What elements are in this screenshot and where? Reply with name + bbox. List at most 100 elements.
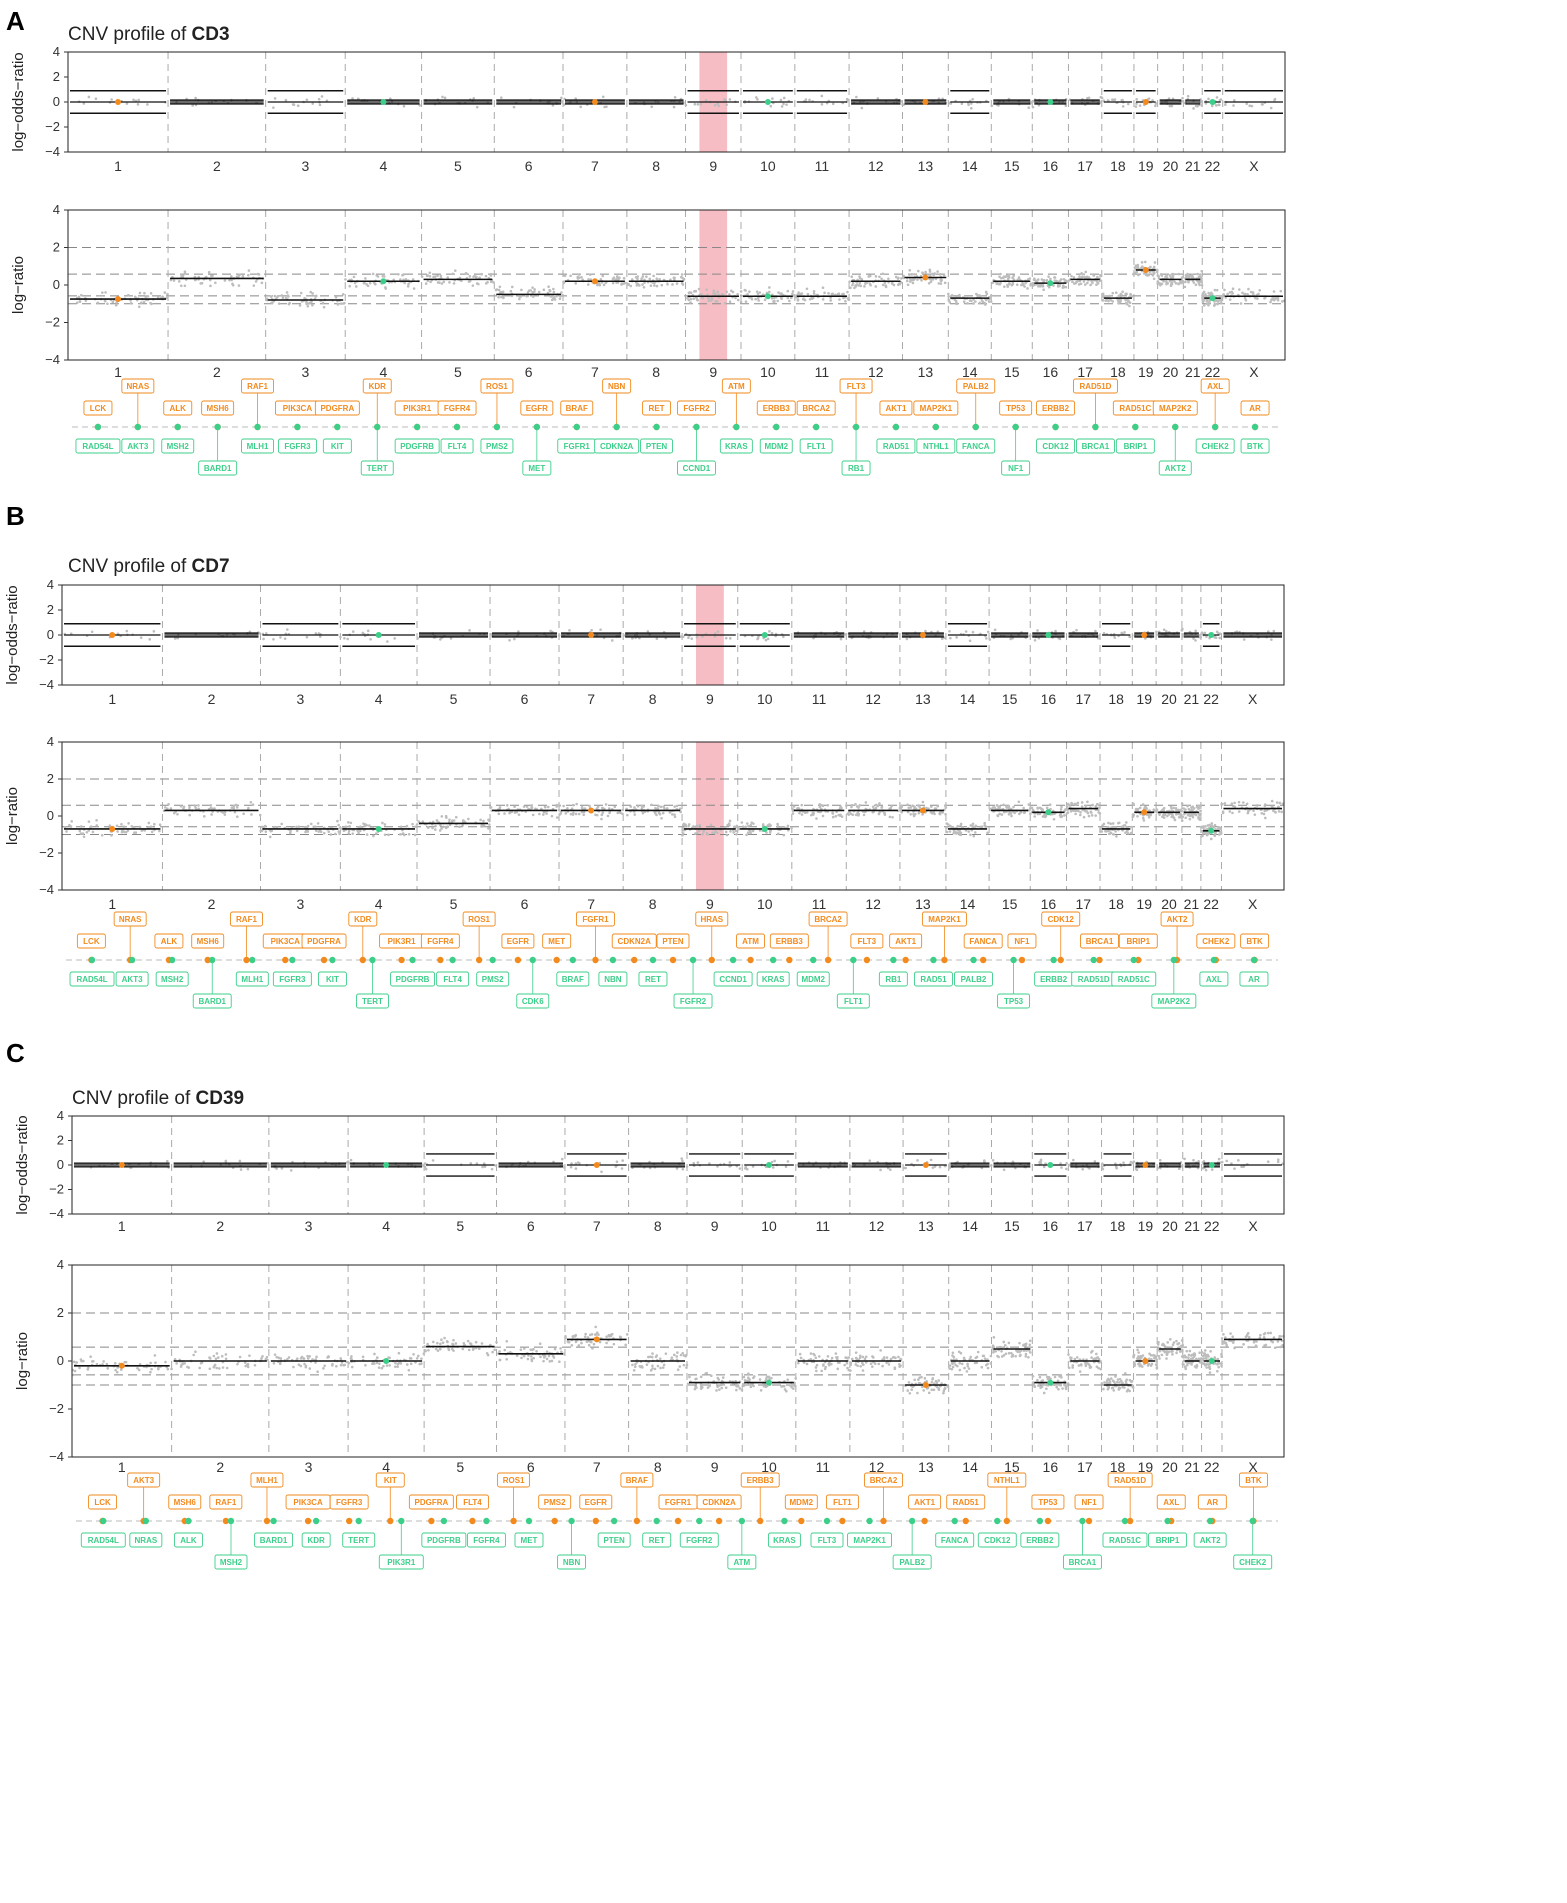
data-point bbox=[1210, 1168, 1214, 1171]
data-point bbox=[179, 1365, 183, 1368]
data-point bbox=[786, 1160, 790, 1163]
chromosome-label: 14 bbox=[962, 1218, 978, 1234]
chromosome-label: 6 bbox=[521, 896, 529, 912]
data-point bbox=[768, 630, 771, 633]
data-point bbox=[1191, 275, 1195, 279]
data-point bbox=[936, 804, 940, 808]
data-point bbox=[715, 831, 719, 834]
data-point bbox=[897, 276, 900, 280]
chromosome-label: 13 bbox=[918, 364, 934, 380]
data-point bbox=[658, 1357, 662, 1361]
data-point bbox=[1198, 273, 1202, 276]
data-point bbox=[273, 97, 277, 100]
data-point bbox=[740, 821, 744, 824]
data-point bbox=[570, 807, 574, 810]
data-point bbox=[948, 629, 951, 633]
data-point bbox=[434, 824, 437, 828]
data-point bbox=[268, 835, 272, 839]
chromosome-label: 16 bbox=[1041, 896, 1057, 912]
gene-dot bbox=[729, 956, 737, 964]
data-point bbox=[1155, 270, 1159, 274]
data-point bbox=[784, 1165, 788, 1169]
data-point bbox=[675, 1355, 679, 1358]
gene-label-box bbox=[719, 438, 753, 454]
chromosome-label: 7 bbox=[591, 158, 599, 174]
data-point bbox=[488, 823, 491, 826]
data-point bbox=[612, 276, 616, 280]
data-point bbox=[1201, 296, 1204, 300]
data-point bbox=[371, 272, 375, 276]
data-point bbox=[1135, 265, 1139, 269]
data-point bbox=[275, 825, 279, 829]
data-point bbox=[297, 1363, 301, 1366]
data-point bbox=[746, 831, 750, 834]
data-point bbox=[568, 629, 571, 632]
data-point bbox=[212, 1365, 216, 1368]
data-point bbox=[532, 1347, 535, 1351]
data-point bbox=[696, 103, 700, 106]
gene-marker bbox=[588, 807, 595, 814]
data-point bbox=[855, 283, 859, 287]
data-point bbox=[80, 293, 83, 297]
data-point bbox=[723, 301, 727, 305]
data-point bbox=[1121, 98, 1124, 102]
data-point bbox=[905, 279, 909, 283]
data-point bbox=[952, 829, 956, 833]
data-point bbox=[272, 1361, 276, 1365]
gene-label: MAP2K2 bbox=[1158, 997, 1191, 1006]
gene-dot bbox=[398, 956, 405, 964]
data-point bbox=[397, 272, 400, 276]
data-point bbox=[1249, 290, 1253, 294]
chromosome-label: 12 bbox=[868, 158, 884, 174]
data-point bbox=[1181, 281, 1185, 284]
gene-dot bbox=[573, 423, 580, 431]
gene-label: RAD54L bbox=[82, 442, 113, 451]
data-point bbox=[369, 638, 372, 641]
data-point bbox=[1017, 276, 1021, 279]
data-point bbox=[431, 826, 434, 830]
data-point bbox=[1165, 629, 1168, 633]
gene-label-box bbox=[916, 438, 956, 454]
data-point bbox=[971, 97, 974, 101]
data-point bbox=[725, 833, 729, 837]
data-point bbox=[82, 835, 86, 839]
gene-dot bbox=[294, 423, 301, 431]
data-point bbox=[1055, 279, 1058, 283]
data-point bbox=[220, 1354, 224, 1358]
data-point bbox=[944, 804, 947, 808]
data-point bbox=[741, 825, 745, 828]
data-point bbox=[1097, 634, 1101, 638]
gene-dot bbox=[249, 956, 256, 964]
data-point bbox=[1117, 294, 1121, 298]
gene-label: CDKN2A bbox=[618, 937, 652, 946]
data-point bbox=[288, 831, 292, 835]
data-point bbox=[846, 297, 850, 300]
data-point bbox=[175, 1362, 178, 1365]
data-point bbox=[853, 286, 856, 290]
data-point bbox=[100, 833, 104, 837]
data-point bbox=[1090, 814, 1094, 817]
data-point bbox=[797, 291, 800, 294]
data-point bbox=[163, 291, 167, 294]
data-point bbox=[278, 1362, 282, 1365]
data-point bbox=[358, 829, 362, 833]
data-point bbox=[531, 813, 535, 817]
data-point bbox=[1201, 300, 1205, 304]
data-point bbox=[744, 300, 748, 303]
data-point bbox=[418, 104, 422, 107]
gene-label-box bbox=[1036, 438, 1076, 454]
data-point bbox=[1045, 806, 1049, 810]
data-point bbox=[452, 1338, 455, 1342]
chromosome-label: 9 bbox=[709, 364, 717, 380]
data-point bbox=[728, 1161, 732, 1164]
data-point bbox=[673, 96, 677, 99]
data-point bbox=[317, 830, 321, 833]
data-point bbox=[1207, 301, 1211, 304]
data-point bbox=[1198, 635, 1201, 639]
data-point bbox=[699, 293, 702, 296]
data-point bbox=[426, 826, 430, 829]
data-point bbox=[909, 278, 913, 282]
gene-marker bbox=[380, 99, 387, 105]
gene-label-box bbox=[796, 400, 836, 416]
